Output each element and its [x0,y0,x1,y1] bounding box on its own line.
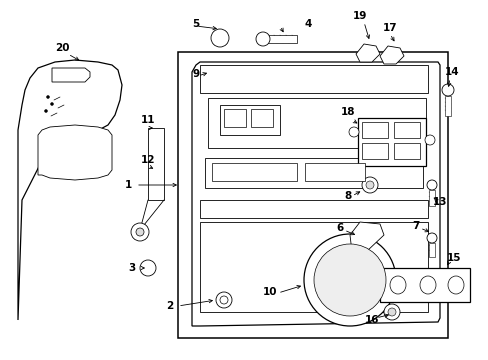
Text: 4: 4 [304,19,311,29]
Bar [200,222,427,312]
Text: 3: 3 [128,263,135,273]
Bar [428,190,434,206]
Polygon shape [355,44,379,62]
Bar [200,65,427,93]
Text: 9: 9 [192,69,199,79]
Text: 13: 13 [432,197,447,207]
Circle shape [424,135,434,145]
Polygon shape [192,62,439,326]
Circle shape [365,181,373,189]
Bar [393,143,419,159]
Circle shape [50,103,53,105]
Text: 17: 17 [382,23,397,33]
Polygon shape [18,60,122,320]
Bar [207,98,425,148]
Bar [393,122,419,138]
Ellipse shape [389,276,405,294]
Circle shape [216,292,231,308]
Circle shape [304,234,395,326]
Text: 18: 18 [340,107,354,117]
Text: 11: 11 [141,115,155,125]
Circle shape [441,84,453,96]
Bar [200,200,427,218]
Text: 10: 10 [262,287,277,297]
Bar [224,109,245,127]
Bar [178,52,447,338]
Bar [361,122,387,138]
Circle shape [131,223,149,241]
Circle shape [44,109,47,112]
Circle shape [426,233,436,243]
Circle shape [361,177,377,193]
Bar [204,158,422,188]
Circle shape [220,296,227,304]
Polygon shape [38,125,112,180]
Text: 6: 6 [336,223,343,233]
Bar [361,143,387,159]
Text: 5: 5 [192,19,199,29]
Text: 16: 16 [364,315,379,325]
Bar [379,268,469,302]
Circle shape [426,180,436,190]
Text: 19: 19 [352,11,366,21]
Text: 15: 15 [446,253,460,263]
Bar [264,35,296,43]
Polygon shape [52,68,90,82]
Bar [428,243,434,257]
Text: 1: 1 [124,180,131,190]
Text: 7: 7 [411,221,419,231]
Circle shape [383,304,399,320]
Bar [357,118,425,166]
Polygon shape [379,46,403,64]
Text: 14: 14 [444,67,458,77]
Text: 20: 20 [55,43,69,53]
Circle shape [313,244,385,316]
Text: 2: 2 [166,301,173,311]
Circle shape [210,29,228,47]
Ellipse shape [447,276,463,294]
Bar [444,96,450,116]
Polygon shape [349,222,383,252]
Text: 12: 12 [141,155,155,165]
Ellipse shape [419,276,435,294]
Bar [220,105,280,135]
Circle shape [256,32,269,46]
Circle shape [387,308,395,316]
Circle shape [348,127,358,137]
Bar [305,163,364,181]
Bar [212,163,296,181]
Circle shape [46,95,49,99]
Circle shape [136,228,143,236]
Bar [148,128,163,200]
Text: 8: 8 [344,191,351,201]
Circle shape [140,260,156,276]
Bar [250,109,272,127]
